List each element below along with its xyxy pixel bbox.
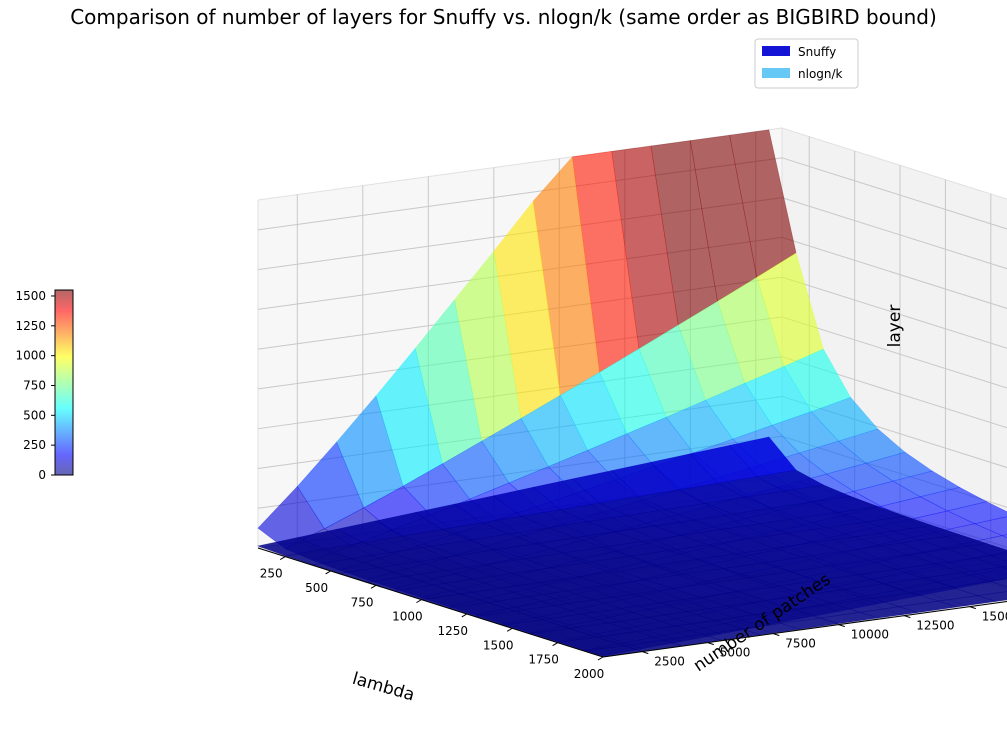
surfaces [256,129,1007,658]
x-tick-label: 1250 [438,624,469,638]
surface-cell [973,516,1007,536]
chart-title: Comparison of number of layers for Snuff… [70,5,937,29]
x-tick-label: 1000 [392,610,423,624]
legend: Snuffy nlogn/k [754,38,859,89]
x-tick [597,656,604,661]
y-axis-line [602,600,1007,658]
x-tick-label: 750 [351,595,374,609]
y-tick-label: 2500 [654,655,685,669]
axes: 250 500 750 1000 1250 1500 1750 2000 2500 5000 750… [257,547,1007,681]
y-tick-label: 15000 [982,610,1007,624]
x-tick-label: 250 [260,567,283,581]
x-axis-label: lambda [350,669,417,706]
surface-snuffy [256,436,1007,658]
x-tick [370,584,377,589]
colorbar-gradient [54,289,74,476]
colorbar: 0 250 500 750 1000 1250 1500 [15,289,74,482]
grid-z-right [781,236,1007,309]
y-tick [969,606,976,610]
colorbar-tick-label: 1500 [15,289,46,303]
x-tick [325,570,331,575]
grid-z-right [781,197,1007,270]
colorbar-tick-label: 0 [38,468,46,482]
x-tick [416,599,422,604]
y-tick [707,642,714,646]
colorbar-tick-label: 750 [23,378,46,392]
surface-cell [1001,534,1007,539]
legend-label-nlogn: nlogn/k [798,67,843,81]
z-axis-label: layer [885,305,905,348]
x-tick-label: 1500 [483,638,514,652]
grid-z-right [781,276,1007,349]
grid-z-right [781,356,1007,429]
y-tick [642,651,649,655]
y-tick [773,633,780,637]
colorbar-tick-label: 1000 [15,349,46,363]
surface-cell [989,578,1007,588]
legend-label-snuffy: Snuffy [798,45,836,59]
colorbar-tick-label: 500 [23,408,46,422]
x-tick [552,642,558,647]
grid-z-right [781,157,1007,230]
y-tick-label: 10000 [851,628,889,642]
legend-swatch-nlogn [762,68,790,78]
x-tick-label: 1750 [528,653,559,667]
y-tick [904,615,911,619]
y-tick-label: 7500 [785,637,816,651]
y-tick-label: 5000 [720,646,751,660]
y-tick-label: 12500 [916,619,954,633]
colorbar-tick-label: 1250 [15,319,46,333]
x-tick [461,613,468,618]
legend-swatch-snuffy [762,46,790,56]
x-tick-label: 500 [305,581,328,595]
x-tick-label: 2000 [574,667,605,681]
x-axis-line [257,547,604,658]
y-tick [838,624,845,628]
grid-z-right [781,316,1007,389]
x-tick [279,556,286,561]
x-tick [506,627,513,632]
colorbar-tick-label: 250 [23,438,46,452]
